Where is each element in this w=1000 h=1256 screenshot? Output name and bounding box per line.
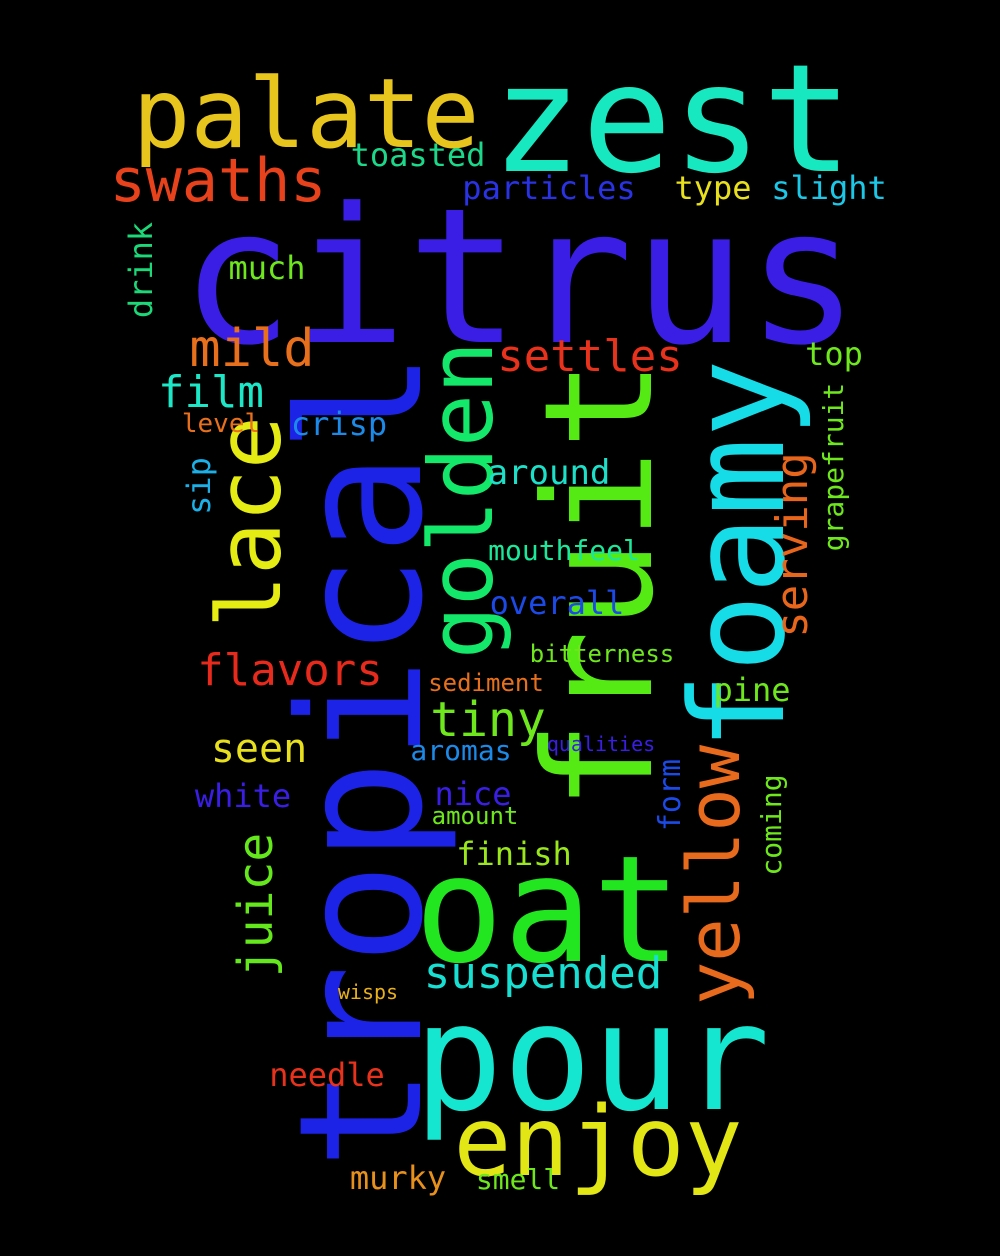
word-settles: settles xyxy=(497,331,683,382)
word-around: around xyxy=(487,453,611,493)
word-wisps: wisps xyxy=(337,980,399,1004)
word-juice: juice xyxy=(228,832,284,978)
word-sediment: sediment xyxy=(428,669,544,697)
word-drink: drink xyxy=(122,221,160,319)
word-bitterness: bitterness xyxy=(529,640,675,668)
word-grapefruit: grapefruit xyxy=(817,382,850,552)
word-swaths: swaths xyxy=(109,146,327,216)
word-oat: oat xyxy=(414,824,682,996)
word-pour: pour xyxy=(413,972,771,1144)
word-type: type xyxy=(674,169,752,207)
word-aromas: aromas xyxy=(410,734,512,767)
word-form: form xyxy=(653,758,688,832)
word-mouthfeel: mouthfeel xyxy=(488,534,640,567)
word-qualities: qualities xyxy=(546,732,656,756)
word-white: white xyxy=(194,777,292,815)
word-enjoy: enjoy xyxy=(453,1086,743,1198)
word-pine: pine xyxy=(713,671,791,709)
word-palate: palate xyxy=(132,58,480,170)
word-top: top xyxy=(805,335,863,373)
word-murky: murky xyxy=(349,1159,447,1197)
word-flavors: flavors xyxy=(197,645,383,696)
word-toasted: toasted xyxy=(350,136,486,174)
word-coming: coming xyxy=(755,774,788,876)
word-smell: smell xyxy=(475,1163,561,1196)
word-level: level xyxy=(181,409,261,439)
word-suspended: suspended xyxy=(423,948,663,999)
word-mild: mild xyxy=(189,319,315,379)
word-serving: serving xyxy=(767,452,818,638)
word-crisp: crisp xyxy=(290,405,388,443)
word-citrus: citrus xyxy=(180,168,860,387)
word-seen: seen xyxy=(210,726,308,772)
word-nice: nice xyxy=(434,775,512,813)
word-finish: finish xyxy=(456,835,572,873)
word-zest: zest xyxy=(491,33,853,207)
word-yellow: yellow xyxy=(672,744,756,1006)
word-slight: slight xyxy=(771,169,887,207)
word-sip: sip xyxy=(180,457,218,515)
word-tiny: tiny xyxy=(430,692,546,748)
word-overall: overall xyxy=(489,584,625,622)
word-much: much xyxy=(228,249,306,287)
word-lace: lace xyxy=(198,416,301,628)
word-film: film xyxy=(158,367,264,418)
word-particles: particles xyxy=(462,169,636,207)
word-amount: amount xyxy=(431,802,519,830)
word-needle: needle xyxy=(269,1056,385,1094)
